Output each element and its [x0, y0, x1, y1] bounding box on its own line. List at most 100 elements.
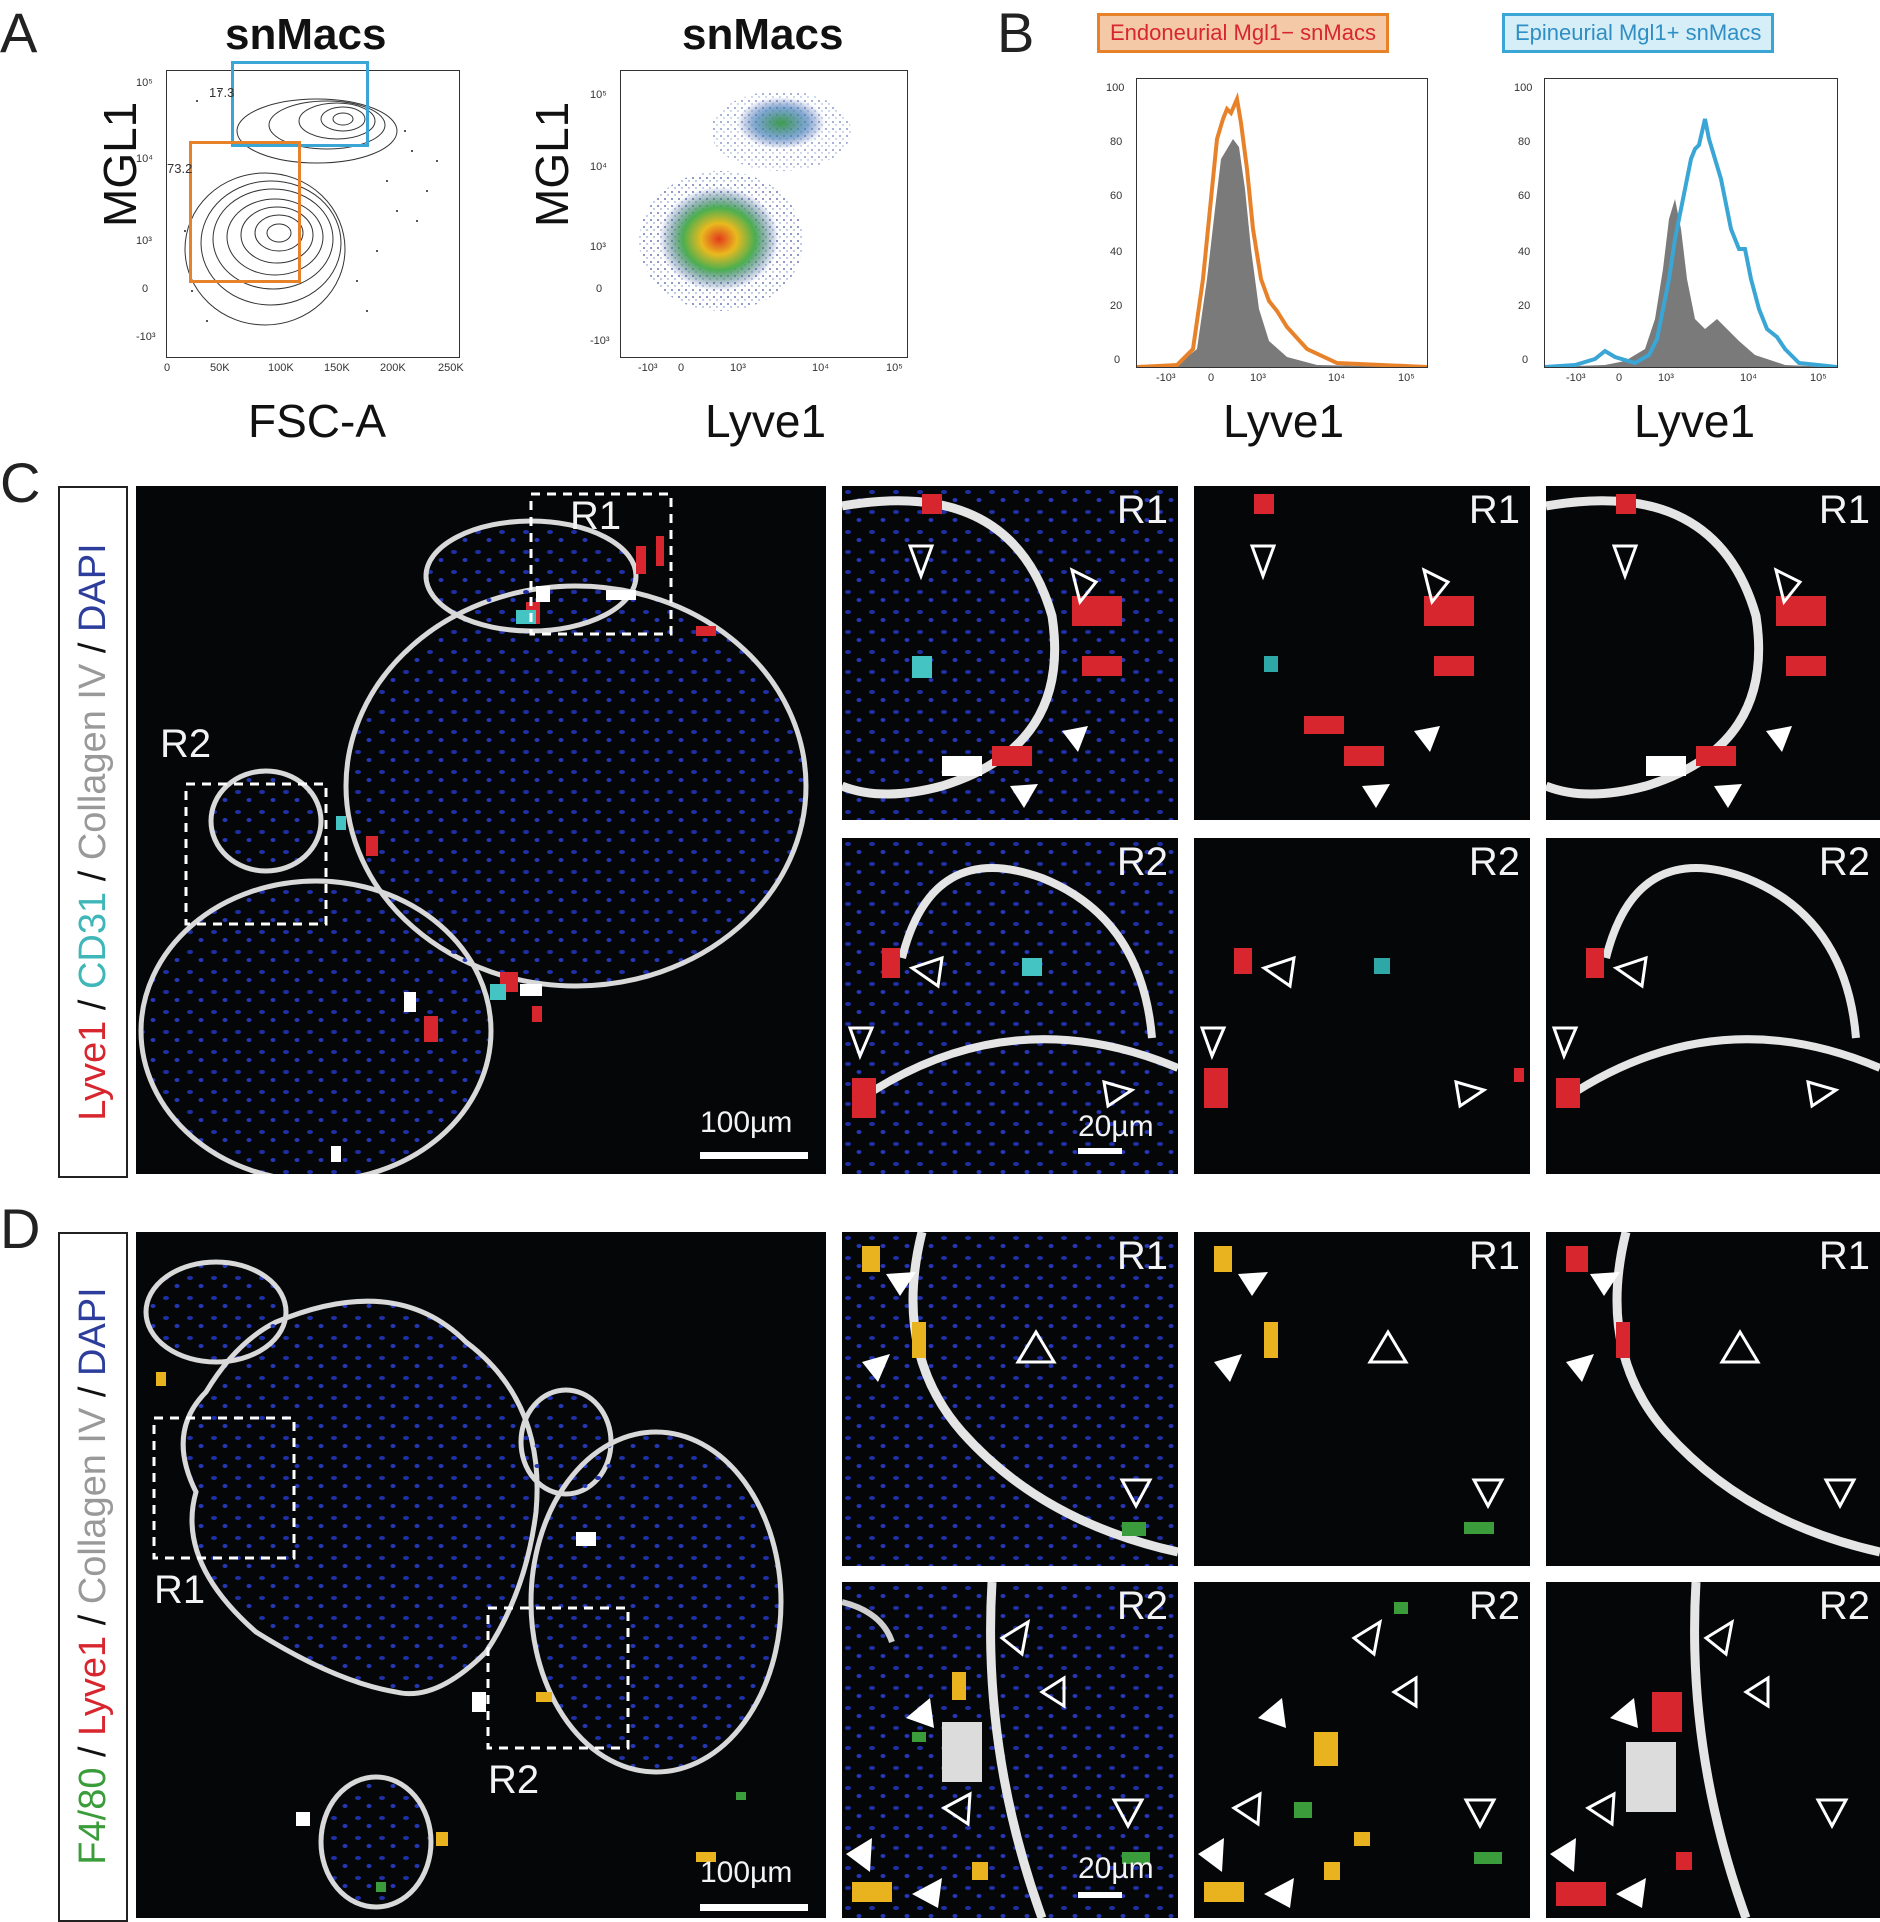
- legend-lyve1: Lyve1: [72, 1635, 114, 1736]
- ytick: -10³: [590, 335, 610, 347]
- xtick: 10⁴: [1328, 372, 1345, 384]
- xtick: 0: [678, 362, 685, 374]
- ytick: 10⁵: [590, 89, 607, 101]
- ytick: 20: [1518, 300, 1531, 312]
- c-r2-merge-label: R2: [1116, 840, 1168, 884]
- ytick: 100: [1514, 82, 1533, 94]
- legend-sep: /: [72, 1604, 114, 1636]
- density-xlabel: Lyve1: [705, 395, 827, 447]
- legend-sep: /: [72, 1735, 114, 1768]
- d-main-svg: [143, 1259, 808, 1911]
- hist2-yticks: 100 80 60 40 20 0: [1514, 80, 1534, 370]
- gate-lower: [189, 141, 301, 283]
- c-r2-merge-svg: [842, 838, 1178, 1174]
- ytick: 40: [1518, 246, 1531, 258]
- d-main-scalebar: 100µm: [700, 1856, 793, 1889]
- d-r1-merge-tile: R1: [842, 1232, 1178, 1566]
- xtick: 10⁴: [1740, 372, 1757, 384]
- contour-ylabel-wrap: MGL1: [60, 102, 180, 227]
- d-roi2-label: R2: [488, 1758, 540, 1802]
- c-stain-legend-box: Lyve1 / CD31 / Collagen IV / DAPI: [58, 486, 128, 1178]
- ytick: 100: [1106, 82, 1125, 94]
- d-main-image: R1 R2 100µm: [136, 1232, 826, 1918]
- hist2-xlabel: Lyve1: [1634, 395, 1756, 447]
- density-xticks: -10³ 0 10³ 10⁴ 10⁵: [620, 362, 920, 378]
- xtick: 0: [164, 362, 171, 374]
- d-r2-f480-svg: [1198, 1602, 1502, 1908]
- hist1-legend: Endoneurial Mgl1− snMacs: [1097, 13, 1389, 53]
- xtick: 50K: [210, 362, 230, 374]
- xtick: 150K: [324, 362, 350, 374]
- xtick: 10⁵: [886, 362, 903, 374]
- xtick: 0: [1616, 372, 1623, 384]
- d-r1-merge-label: R1: [1116, 1234, 1168, 1278]
- xtick: 10³: [730, 362, 746, 374]
- d-roi1-label: R1: [154, 1568, 206, 1612]
- c-main-scalebar: 100µm: [700, 1106, 793, 1139]
- ytick: 20: [1110, 300, 1123, 312]
- contour-xticks: 0 50K 100K 150K 200K 250K: [164, 362, 466, 378]
- legend-f480: F4/80: [72, 1767, 114, 1865]
- d-stain-legend: F4/80 / Lyve1 / Collagen IV / DAPI: [65, 1231, 121, 1921]
- xtick: 0: [1208, 372, 1215, 384]
- c-r1-merge-tile: R1: [842, 486, 1178, 820]
- legend-cd31: CD31: [72, 891, 114, 990]
- density-plot-svg: [639, 91, 851, 311]
- contour-plot-svg: [184, 90, 438, 326]
- ytick: 0: [596, 283, 603, 295]
- hist1-yticks: 100 80 60 40 20 0: [1106, 80, 1126, 370]
- d-r1-f480-svg: [1214, 1246, 1505, 1534]
- c-r1-collagen-label: R1: [1818, 488, 1870, 532]
- legend-dapi: DAPI: [72, 1287, 114, 1376]
- c-r1-collagen-svg: [1546, 494, 1826, 808]
- c-r1-collagen-tile: R1: [1546, 486, 1880, 820]
- d-r2-f480-label: R2: [1468, 1584, 1520, 1628]
- c-r1-merge-svg: [842, 486, 1178, 820]
- c-main-svg: [138, 492, 809, 1174]
- panel-label-c: C: [0, 451, 41, 514]
- d-r1-lyve1-svg: [1566, 1232, 1880, 1557]
- legend-lyve1: Lyve1: [72, 1020, 114, 1121]
- panel-label-b: B: [997, 1, 1035, 64]
- contour-xlabel: FSC-A: [248, 395, 386, 447]
- hist1-xticks: -10³ 0 10³ 10⁴ 10⁵: [1136, 372, 1436, 388]
- legend-sep: /: [72, 860, 114, 892]
- hist1-plot-area: [1136, 78, 1428, 368]
- xtick: 100K: [268, 362, 294, 374]
- xtick: 250K: [438, 362, 464, 374]
- gate-upper-pct: 17.3: [209, 85, 235, 100]
- c-r2-lyve1-tile: R2: [1194, 838, 1530, 1174]
- contour-plot-area: 17.3 73.2: [166, 61, 460, 358]
- legend-dapi: DAPI: [72, 543, 114, 633]
- legend-sep: /: [72, 1376, 114, 1408]
- density-plot-title: snMacs: [682, 10, 844, 59]
- ytick: 0: [142, 283, 149, 295]
- panel-label-a: A: [0, 1, 38, 64]
- hist2-svg: [1545, 118, 1837, 367]
- xtick: 10⁴: [812, 362, 829, 374]
- gate-upper: [231, 61, 369, 147]
- xtick: -10³: [638, 362, 658, 374]
- ytick: 10⁵: [136, 77, 153, 89]
- c-r1-lyve1-svg: [1249, 494, 1474, 808]
- xtick: -10³: [1156, 372, 1176, 384]
- hist2-xticks: -10³ 0 10³ 10⁴ 10⁵: [1544, 372, 1844, 388]
- d-zoom-scalebar: 20µm: [1078, 1852, 1154, 1885]
- d-r1-lyve1-label: R1: [1818, 1234, 1870, 1278]
- d-r1-lyve1-tile: R1: [1546, 1232, 1880, 1566]
- xtick: 200K: [380, 362, 406, 374]
- ytick: 80: [1110, 136, 1123, 148]
- xtick: 10⁵: [1810, 372, 1827, 384]
- ytick: 40: [1110, 246, 1123, 258]
- ytick: 10³: [136, 235, 152, 247]
- c-r2-collagen-tile: R2: [1546, 838, 1880, 1174]
- xtick: 10³: [1658, 372, 1674, 384]
- d-r2-lyve1-label: R2: [1818, 1584, 1870, 1628]
- d-r1-f480-tile: R1: [1194, 1232, 1530, 1566]
- d-r2-merge-svg: [842, 1582, 1178, 1918]
- contour-plot-title: snMacs: [225, 10, 387, 59]
- legend-collagen: Collagen IV: [72, 663, 114, 861]
- d-r2-merge-tile: R2 20µm: [842, 1582, 1178, 1918]
- c-main-image: R1 R2 100µm: [136, 486, 826, 1174]
- ytick: 80: [1518, 136, 1531, 148]
